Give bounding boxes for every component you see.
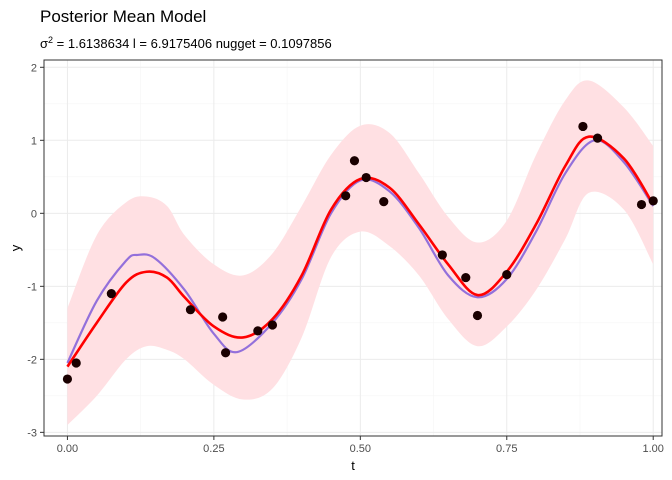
- data-point: [62, 374, 73, 384]
- data-point: [253, 326, 263, 336]
- data-point: [267, 320, 278, 330]
- data-point: [71, 358, 81, 368]
- data-point: [636, 199, 647, 210]
- y-axis-label: y: [8, 244, 23, 251]
- data-point: [379, 197, 389, 207]
- data-point: [502, 270, 512, 280]
- data-point: [106, 289, 116, 299]
- data-point: [592, 133, 603, 143]
- x-axis-ticks: 0.00 0.25 0.50 0.75 1.00: [57, 436, 664, 455]
- y-tick-label: -3: [27, 427, 37, 439]
- x-tick-label: 0.50: [350, 443, 371, 455]
- data-point: [472, 310, 483, 321]
- data-point: [437, 250, 447, 260]
- y-axis-ticks: -3 -2 -1 0 1 2: [27, 62, 44, 439]
- panel-border: [43, 59, 663, 437]
- observation-points: [62, 121, 658, 384]
- y-tick-label: -2: [27, 354, 37, 366]
- data-point: [361, 172, 371, 183]
- credible-band-area: [67, 80, 654, 426]
- y-tick-label: 2: [31, 62, 37, 74]
- x-tick-label: 0.00: [57, 443, 78, 455]
- credible-band: [67, 80, 654, 426]
- chart-title: Posterior Mean Model: [40, 7, 206, 26]
- y-tick-label: 1: [31, 135, 37, 147]
- chart-subtitle: σ2 = 1.6138634 l = 6.9175406 nugget = 0.…: [40, 35, 332, 51]
- data-point: [648, 196, 658, 206]
- data-point: [578, 121, 588, 132]
- x-tick-label: 1.00: [643, 443, 664, 455]
- subtitle-sigma-exponent: 2: [48, 35, 53, 45]
- data-point: [220, 348, 231, 358]
- posterior-mean-line: [66, 135, 655, 368]
- data-point: [185, 305, 196, 315]
- data-point: [349, 156, 360, 166]
- y-tick-label: 0: [31, 208, 37, 220]
- subtitle-parameters: = 1.6138634 l = 6.9175406 nugget = 0.109…: [53, 36, 332, 51]
- subtitle-sigma-symbol: σ: [40, 36, 48, 51]
- y-tick-label: -1: [27, 281, 37, 293]
- x-tick-label: 0.75: [496, 443, 517, 455]
- data-point: [341, 191, 351, 201]
- data-point: [218, 312, 228, 322]
- x-tick-label: 0.25: [203, 443, 224, 455]
- x-axis-label: t: [351, 458, 355, 473]
- data-point: [461, 272, 471, 283]
